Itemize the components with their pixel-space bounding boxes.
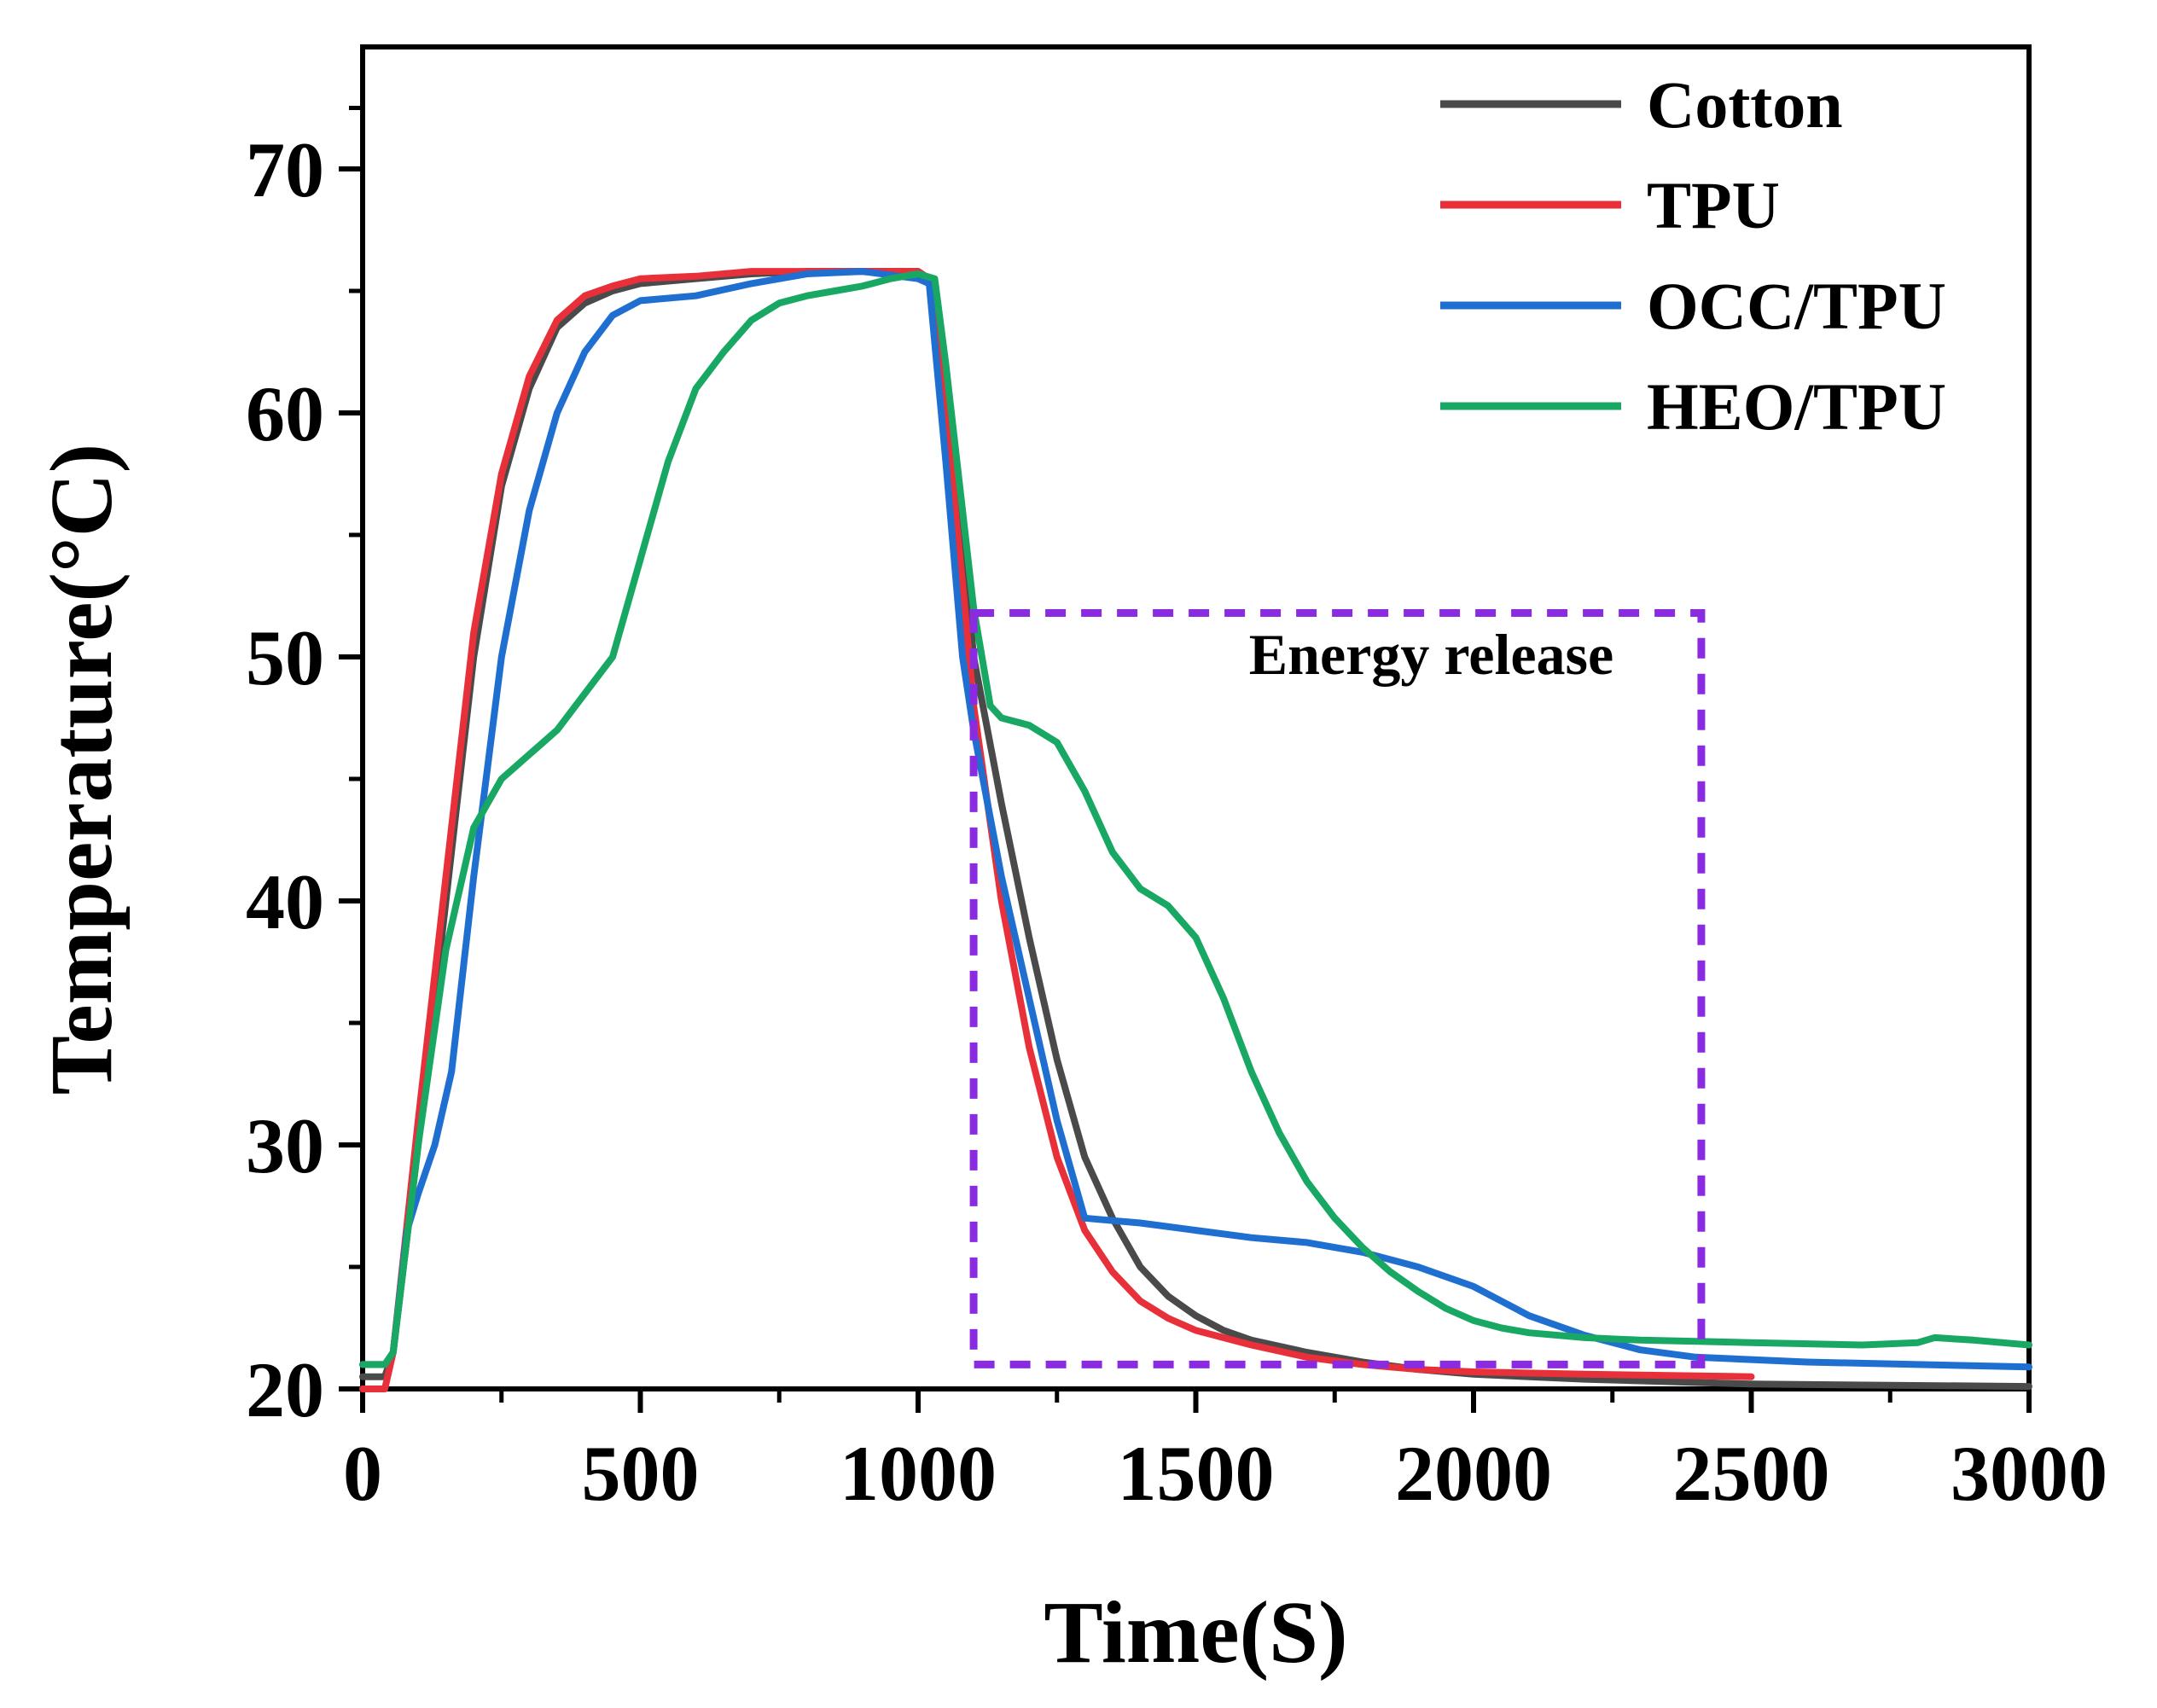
x-tick-label: 0 [343, 1430, 382, 1517]
legend-label-cotton: Cotton [1647, 67, 1843, 142]
plot-frame [360, 44, 2032, 1391]
x-tick-label: 2000 [1395, 1430, 1552, 1517]
legend: Cotton TPU OCC/TPU HEO/TPU [1440, 67, 1946, 444]
legend-label-heo-tpu: HEO/TPU [1647, 369, 1946, 444]
series-line-heo-tpu [359, 270, 2032, 1368]
legend-label-occ-tpu: OCC/TPU [1647, 269, 1946, 343]
series-line-tpu [359, 268, 1755, 1392]
y-tick-label: 20 [246, 1346, 324, 1433]
y-tick-label: 50 [246, 614, 324, 701]
y-axis-title: Temperature(°C) [32, 444, 131, 1095]
series-line-occ-tpu [359, 268, 2032, 1371]
y-tick-label: 70 [246, 126, 324, 213]
x-tick-label: 1500 [1118, 1430, 1275, 1517]
x-tick-label: 3000 [1951, 1430, 2108, 1517]
legend-label-tpu: TPU [1647, 168, 1780, 242]
y-tick-label: 40 [246, 858, 324, 945]
y-tick-label: 30 [246, 1102, 324, 1189]
x-axis-title: Time(S) [1044, 1583, 1347, 1682]
x-tick-label: 1000 [840, 1430, 997, 1517]
x-tick-label: 2500 [1673, 1430, 1830, 1517]
y-tick-label: 60 [246, 370, 324, 457]
series-layer [359, 268, 2032, 1392]
x-tick-label: 500 [582, 1430, 700, 1517]
energy-release-label: Energy release [1249, 622, 1613, 687]
energy-release-box [969, 609, 1706, 1368]
annotation-layer: Energy release [969, 609, 1706, 1368]
axes: 0 500 1000 1500 2000 2500 3000 20 30 40 50 60 70 [246, 44, 2108, 1517]
